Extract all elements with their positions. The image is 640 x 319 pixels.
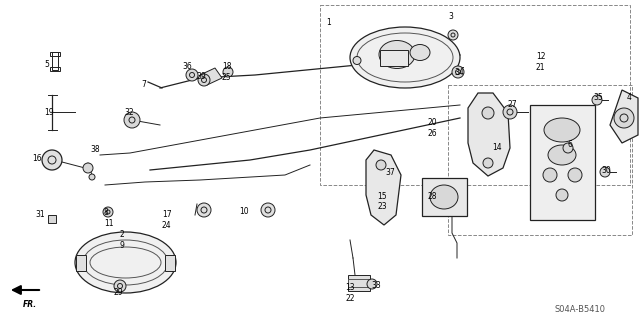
Text: 17: 17 xyxy=(162,210,172,219)
Text: 20: 20 xyxy=(427,118,436,127)
Circle shape xyxy=(124,112,140,128)
Bar xyxy=(348,279,370,287)
Bar xyxy=(348,275,370,291)
Text: 25: 25 xyxy=(222,73,232,82)
Ellipse shape xyxy=(75,232,176,293)
Circle shape xyxy=(503,105,517,119)
Text: 21: 21 xyxy=(536,63,545,72)
Text: 35: 35 xyxy=(593,93,603,102)
Circle shape xyxy=(197,203,211,217)
Circle shape xyxy=(543,168,557,182)
Bar xyxy=(448,85,632,235)
Ellipse shape xyxy=(350,27,460,88)
Text: 16: 16 xyxy=(32,154,42,163)
Text: 14: 14 xyxy=(492,143,502,152)
Bar xyxy=(380,49,408,65)
Circle shape xyxy=(114,280,126,292)
Text: 28: 28 xyxy=(427,192,436,201)
Bar xyxy=(320,5,630,185)
Text: 9: 9 xyxy=(120,241,125,250)
Text: 7: 7 xyxy=(141,80,146,89)
Ellipse shape xyxy=(544,118,580,142)
Circle shape xyxy=(556,189,568,201)
Text: 15: 15 xyxy=(377,192,387,201)
Circle shape xyxy=(198,74,210,86)
Circle shape xyxy=(103,207,113,217)
Text: 5: 5 xyxy=(44,60,49,69)
Text: 26: 26 xyxy=(427,129,436,138)
Circle shape xyxy=(353,56,361,64)
Bar xyxy=(52,52,58,70)
Text: 4: 4 xyxy=(627,93,632,102)
Circle shape xyxy=(592,95,602,105)
Bar xyxy=(50,52,60,56)
Bar xyxy=(48,215,56,223)
Text: 27: 27 xyxy=(507,100,516,109)
Text: 37: 37 xyxy=(385,168,395,177)
Text: 10: 10 xyxy=(239,207,248,216)
Text: 39: 39 xyxy=(196,72,205,81)
Ellipse shape xyxy=(548,145,576,165)
Circle shape xyxy=(223,67,233,77)
Bar xyxy=(422,178,467,216)
Circle shape xyxy=(448,30,458,40)
Text: 29: 29 xyxy=(113,288,123,297)
Text: 1: 1 xyxy=(326,18,331,27)
Circle shape xyxy=(563,143,573,153)
Text: 31: 31 xyxy=(35,210,45,219)
Text: 33: 33 xyxy=(371,281,381,290)
Text: 3: 3 xyxy=(448,12,453,21)
Circle shape xyxy=(367,279,377,289)
Text: 34: 34 xyxy=(454,68,464,77)
Text: 23: 23 xyxy=(377,202,387,211)
Polygon shape xyxy=(530,105,595,220)
Text: 36: 36 xyxy=(182,62,192,71)
Bar xyxy=(76,255,86,271)
Text: 38: 38 xyxy=(90,145,100,154)
Polygon shape xyxy=(610,90,638,143)
Text: 8: 8 xyxy=(104,208,109,217)
Text: 19: 19 xyxy=(44,108,54,117)
Text: 11: 11 xyxy=(104,219,113,228)
Text: 30: 30 xyxy=(601,166,611,175)
Text: 6: 6 xyxy=(568,140,573,149)
Ellipse shape xyxy=(430,185,458,209)
Ellipse shape xyxy=(410,44,430,61)
Circle shape xyxy=(568,168,582,182)
Circle shape xyxy=(42,150,62,170)
Ellipse shape xyxy=(379,41,415,69)
Circle shape xyxy=(83,163,93,173)
Text: 2: 2 xyxy=(120,230,125,239)
Circle shape xyxy=(614,108,634,128)
Circle shape xyxy=(261,203,275,217)
Circle shape xyxy=(376,160,386,170)
Text: S04A-B5410: S04A-B5410 xyxy=(554,305,605,314)
Text: FR.: FR. xyxy=(23,300,37,309)
Circle shape xyxy=(600,167,610,177)
Circle shape xyxy=(483,158,493,168)
Bar xyxy=(50,67,60,71)
Text: 13: 13 xyxy=(345,283,355,292)
Text: 22: 22 xyxy=(345,294,355,303)
Circle shape xyxy=(186,69,198,81)
Circle shape xyxy=(89,174,95,180)
Circle shape xyxy=(452,66,464,78)
Polygon shape xyxy=(200,68,222,85)
Text: 24: 24 xyxy=(162,221,172,230)
Text: 32: 32 xyxy=(124,108,134,117)
Circle shape xyxy=(482,107,494,119)
Bar xyxy=(165,255,175,271)
Text: 12: 12 xyxy=(536,52,545,61)
Polygon shape xyxy=(366,150,401,225)
Text: 18: 18 xyxy=(222,62,232,71)
Polygon shape xyxy=(468,93,510,176)
